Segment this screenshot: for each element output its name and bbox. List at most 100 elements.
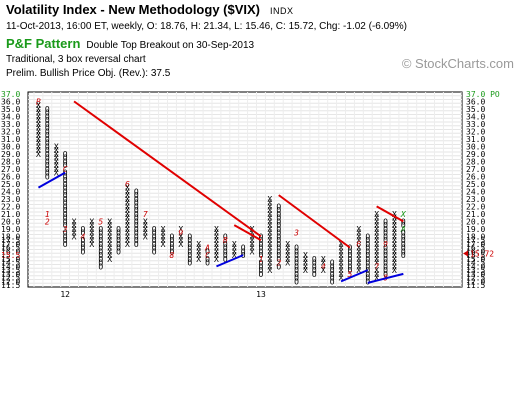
o-box: O (134, 236, 139, 245)
x-box: X (267, 244, 272, 253)
o-box: O (63, 150, 68, 159)
y-tick-label-left: 24.0 (1, 187, 20, 196)
o-box: O (330, 259, 335, 268)
x-box: X (285, 244, 290, 253)
x-box: X (374, 244, 379, 253)
x-box: X (89, 232, 94, 241)
month-marker: A (400, 225, 406, 234)
x-box: X (374, 255, 379, 264)
o-box: O (63, 195, 68, 204)
o-box: O (294, 266, 299, 275)
y-tick-label-right: 15.5 (466, 251, 485, 260)
y-tick-label-left: 30.0 (1, 142, 20, 151)
o-box: O (401, 251, 406, 260)
x-box: X (267, 247, 272, 256)
y-tick-label-left: 29.0 (1, 150, 20, 159)
chart-title-text: Volatility Index - New Methodology ($VIX… (6, 2, 261, 17)
x-box: X (339, 262, 344, 271)
x-box: X (303, 262, 308, 271)
x-tick-label: 12 (60, 290, 70, 299)
o-box: O (348, 247, 353, 256)
o-box: O (170, 247, 175, 256)
x-box: X (267, 255, 272, 264)
o-box: O (81, 236, 86, 245)
o-box: O (98, 259, 103, 268)
x-box: X (339, 266, 344, 275)
x-box: X (267, 206, 272, 215)
o-box: O (98, 236, 103, 245)
o-box: O (63, 187, 68, 196)
o-box: O (330, 274, 335, 283)
o-box: O (401, 244, 406, 253)
o-box: O (134, 232, 139, 241)
o-box: O (134, 195, 139, 204)
x-box: X (392, 229, 397, 238)
x-box: X (214, 229, 219, 238)
y-tick-label-left: 14.0 (1, 262, 20, 271)
y-tick-label-left: 26.0 (1, 172, 20, 181)
y-tick-label-left: 37.0 (1, 90, 20, 99)
month-marker: 4 (81, 232, 86, 241)
x-box: X (392, 236, 397, 245)
y-tick-label-left: 11.5 (1, 281, 20, 290)
o-box: O (259, 236, 264, 245)
o-box: O (223, 240, 228, 249)
y-tick-label-right: 20.0 (466, 217, 485, 226)
x-box: X (54, 161, 59, 170)
x-box: X (107, 247, 112, 256)
month-marker: 4 (321, 262, 326, 271)
o-box: O (276, 210, 281, 219)
o-box: O (241, 244, 246, 253)
month-marker: 6 (356, 240, 361, 249)
o-box: O (276, 225, 281, 234)
o-box: O (45, 154, 50, 163)
o-box: O (348, 244, 353, 253)
pnf-chart: 37.036.0 36.035.0 35.034.0 34.033.0 33.032.0… (1, 90, 500, 299)
x-box: X (214, 244, 219, 253)
o-box: O (63, 229, 68, 238)
o-box: O (98, 255, 103, 264)
o-box: O (223, 255, 228, 264)
o-box: O (134, 214, 139, 223)
x-box: X (143, 217, 148, 226)
o-box: O (116, 244, 121, 253)
o-box: O (134, 202, 139, 211)
x-box: X (392, 244, 397, 253)
o-box: O (116, 236, 121, 245)
o-box: O (187, 240, 192, 249)
o-box: O (45, 127, 50, 136)
y-tick-label-right: 16.0 (466, 247, 485, 256)
x-box: X (89, 240, 94, 249)
o-box: O (401, 232, 406, 241)
x-box: X (232, 251, 237, 260)
o-box: O (365, 232, 370, 241)
month-marker: 2 (45, 217, 50, 226)
x-box: X (356, 247, 361, 256)
o-box: O (63, 202, 68, 211)
o-box: O (330, 277, 335, 286)
o-box: O (223, 232, 228, 241)
x-box: X (392, 262, 397, 271)
x-box: X (107, 232, 112, 241)
x-box: X (250, 232, 255, 241)
o-box: O (401, 240, 406, 249)
month-marker: 6 (125, 180, 130, 189)
o-box: O (205, 255, 210, 264)
o-box: O (205, 259, 210, 268)
o-box: O (152, 232, 157, 241)
o-box: O (63, 232, 68, 241)
x-box: X (374, 266, 379, 275)
x-box: X (36, 124, 41, 133)
o-box: O (45, 112, 50, 121)
o-box: O (134, 217, 139, 226)
y-tick-label-right: 25.0 (466, 180, 485, 189)
x-box: X (374, 221, 379, 230)
o-box: O (276, 240, 281, 249)
x-box: X (339, 247, 344, 256)
resistance-line (73, 100, 262, 238)
o-box: O (365, 240, 370, 249)
x-box: X (339, 251, 344, 260)
x-box: X (356, 262, 361, 271)
x-box: X (392, 251, 397, 260)
x-box: X (36, 146, 41, 155)
